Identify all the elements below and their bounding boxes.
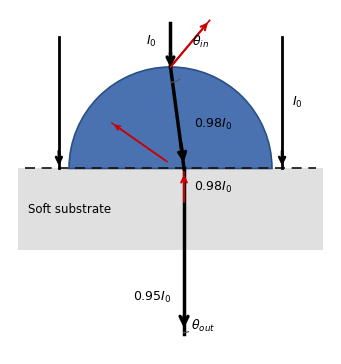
Text: $\theta_{in}$: $\theta_{in}$ [192, 33, 209, 50]
Text: $0.98I_0$: $0.98I_0$ [194, 117, 233, 132]
Text: $0.95I_0$: $0.95I_0$ [133, 289, 172, 305]
Bar [18, 169, 323, 250]
Wedge shape [69, 67, 272, 169]
Text: $\theta_{out}$: $\theta_{out}$ [191, 318, 215, 334]
Text: Soft substrate: Soft substrate [28, 202, 112, 215]
Text: $I_0$: $I_0$ [292, 95, 303, 110]
Text: $0.98I_0$: $0.98I_0$ [194, 179, 233, 195]
Text: $I_0$: $I_0$ [146, 34, 157, 49]
